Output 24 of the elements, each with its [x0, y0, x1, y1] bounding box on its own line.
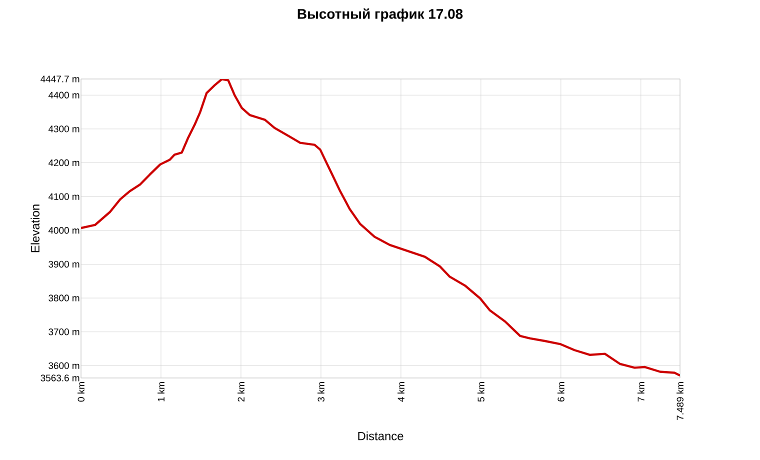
x-tick-label: 3 km	[317, 382, 324, 402]
y-tick-label: 4400 m	[48, 92, 80, 98]
line-series	[81, 78, 680, 377]
x-tick-label: 4 km	[398, 382, 404, 402]
y-tick-label: 3563.6 m	[40, 374, 80, 382]
y-tick-label: 3900 m	[48, 260, 80, 268]
x-axis-title: Distance	[358, 432, 404, 440]
y-tick-label: 4000 m	[48, 227, 80, 234]
x-tick-label: 2 km	[238, 382, 244, 402]
y-tick-label: 4447.7 m	[40, 76, 80, 82]
y-tick-label: 4100 m	[48, 193, 80, 200]
y-axis-title: Elevation	[30, 204, 40, 252]
x-tick-label: 5 km	[477, 382, 484, 402]
y-tick-label: 3600 m	[48, 362, 80, 370]
chart-title: Высотный график 17.08	[298, 8, 463, 22]
x-tick-label: 7 km	[637, 382, 644, 402]
y-tick-label: 4300 m	[48, 126, 80, 132]
y-tick-label: 4200 m	[48, 159, 80, 166]
y-tick-label: 3800 m	[48, 294, 80, 302]
x-tick-label: 7.489 km	[676, 382, 684, 420]
x-tick-label: 1 km	[158, 382, 164, 402]
x-tick-label: 0 km	[78, 382, 84, 402]
x-tick-label: 6 km	[557, 382, 564, 402]
y-tick-label: 3700 m	[48, 328, 80, 336]
